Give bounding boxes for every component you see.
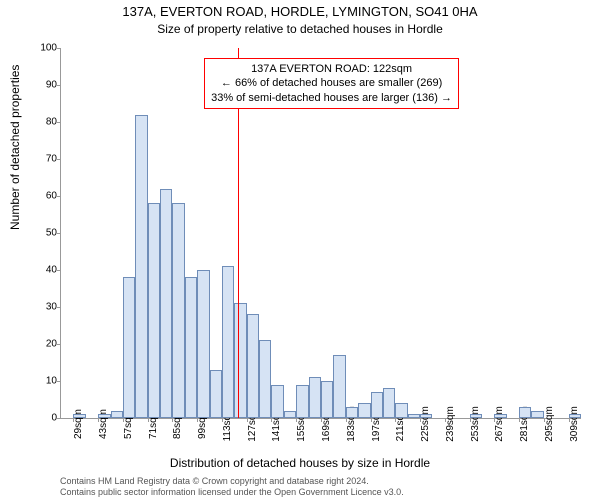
chart-container: 137A, EVERTON ROAD, HORDLE, LYMINGTON, S… <box>0 0 600 500</box>
y-tick-label: 80 <box>33 117 57 128</box>
x-tick-label: 309sqm <box>569 406 580 442</box>
footer-line-1: Contains HM Land Registry data © Crown c… <box>60 476 404 487</box>
y-tick-mark <box>57 159 61 160</box>
histogram-bar <box>371 392 383 418</box>
histogram-bar <box>531 411 543 418</box>
histogram-bar <box>259 340 271 418</box>
histogram-bar <box>321 381 333 418</box>
y-tick-mark <box>57 381 61 382</box>
chart-subtitle: Size of property relative to detached ho… <box>0 22 600 36</box>
y-tick-label: 30 <box>33 302 57 313</box>
y-tick-label: 70 <box>33 154 57 165</box>
histogram-bar <box>420 414 432 418</box>
histogram-bar <box>470 414 482 418</box>
y-axis-label: Number of detached properties <box>8 65 22 230</box>
annot-line-1: 137A EVERTON ROAD: 122sqm <box>211 62 452 76</box>
x-tick-label: 295sqm <box>544 406 555 442</box>
y-tick-label: 0 <box>33 413 57 424</box>
annotation-box: 137A EVERTON ROAD: 122sqm← 66% of detach… <box>204 58 459 109</box>
histogram-bar <box>197 270 209 418</box>
chart-title: 137A, EVERTON ROAD, HORDLE, LYMINGTON, S… <box>0 4 600 19</box>
histogram-bar <box>271 385 283 418</box>
histogram-bar <box>148 203 160 418</box>
plot-area: 010203040506070809010029sqm43sqm57sqm71s… <box>60 48 581 419</box>
histogram-bar <box>111 411 123 418</box>
histogram-bar <box>172 203 184 418</box>
y-tick-label: 20 <box>33 339 57 350</box>
y-tick-mark <box>57 270 61 271</box>
histogram-bar <box>185 277 197 418</box>
y-tick-mark <box>57 307 61 308</box>
y-tick-label: 40 <box>33 265 57 276</box>
histogram-bar <box>284 411 296 418</box>
histogram-bar <box>519 407 531 418</box>
histogram-bar <box>160 189 172 418</box>
y-tick-label: 90 <box>33 80 57 91</box>
histogram-bar <box>395 403 407 418</box>
histogram-bar <box>135 115 147 418</box>
y-tick-label: 100 <box>33 43 57 54</box>
y-tick-mark <box>57 122 61 123</box>
y-tick-mark <box>57 418 61 419</box>
annot-line-3: 33% of semi-detached houses are larger (… <box>211 91 452 105</box>
footer-text: Contains HM Land Registry data © Crown c… <box>60 476 404 498</box>
y-tick-label: 60 <box>33 191 57 202</box>
x-tick-label: 239sqm <box>445 406 456 442</box>
y-tick-label: 50 <box>33 228 57 239</box>
histogram-bar <box>123 277 135 418</box>
y-tick-mark <box>57 344 61 345</box>
y-tick-mark <box>57 196 61 197</box>
x-tick-label: 253sqm <box>470 406 481 442</box>
footer-line-2: Contains public sector information licen… <box>60 487 404 498</box>
x-tick-label: 225sqm <box>420 406 431 442</box>
histogram-bar <box>346 407 358 418</box>
histogram-bar <box>222 266 234 418</box>
annot-line-2: ← 66% of detached houses are smaller (26… <box>211 76 452 90</box>
y-tick-mark <box>57 233 61 234</box>
y-tick-mark <box>57 48 61 49</box>
y-tick-label: 10 <box>33 376 57 387</box>
histogram-bar <box>333 355 345 418</box>
histogram-bar <box>309 377 321 418</box>
histogram-bar <box>408 414 420 418</box>
y-tick-mark <box>57 85 61 86</box>
histogram-bar <box>234 303 246 418</box>
histogram-bar <box>98 414 110 418</box>
x-tick-label: 267sqm <box>494 406 505 442</box>
histogram-bar <box>383 388 395 418</box>
histogram-bar <box>296 385 308 418</box>
histogram-bar <box>569 414 581 418</box>
histogram-bar <box>210 370 222 418</box>
histogram-bar <box>247 314 259 418</box>
histogram-bar <box>494 414 506 418</box>
histogram-bar <box>358 403 370 418</box>
x-axis-label: Distribution of detached houses by size … <box>0 456 600 470</box>
histogram-bar <box>73 414 85 418</box>
